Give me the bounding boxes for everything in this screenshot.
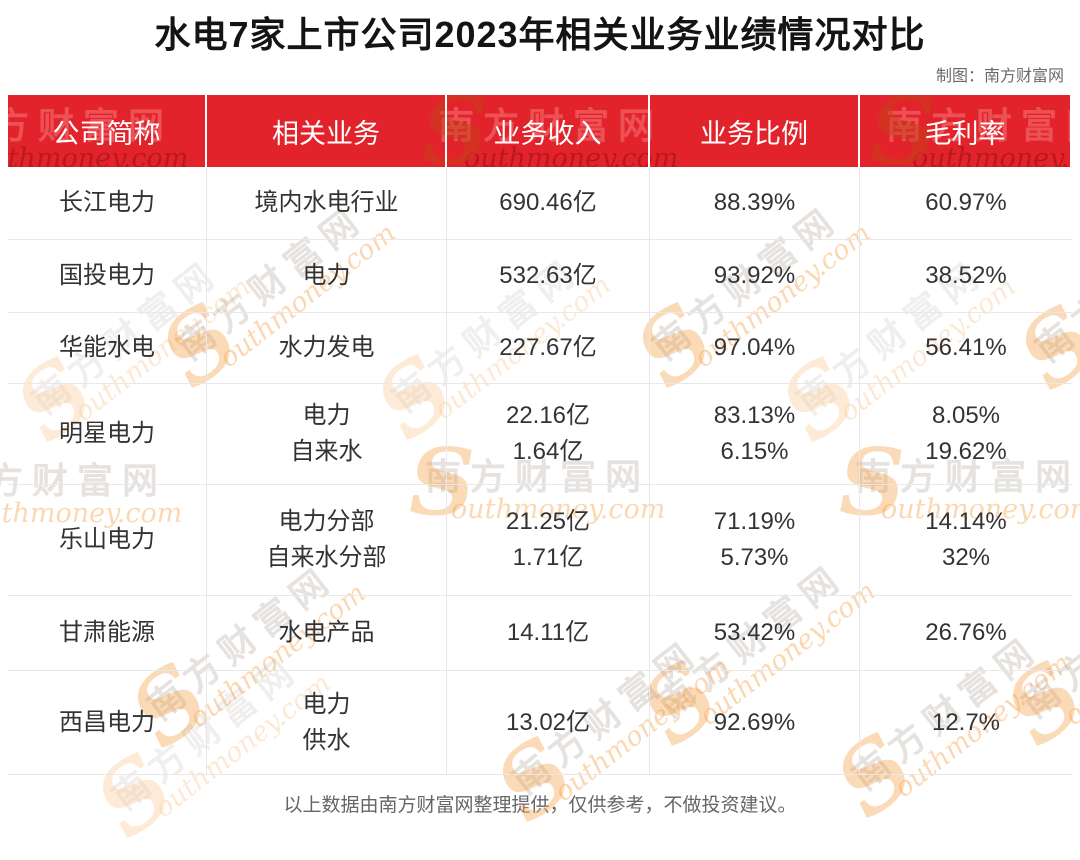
- cell-line: 71.19%: [713, 508, 796, 535]
- column-header-company: 公司简称: [8, 95, 207, 167]
- table-row-2: 国投电力 电力 532.63亿 93.92% 38.52%: [8, 240, 1072, 313]
- cell-line: 53.42%: [713, 619, 796, 646]
- column-header-margin: 毛利率: [860, 95, 1072, 167]
- column-header-ratio: 业务比例: [650, 95, 860, 167]
- cell-margin: 60.97%: [860, 167, 1072, 239]
- cell-revenue: 690.46亿: [447, 167, 650, 239]
- cell-line: 水电产品: [278, 619, 375, 646]
- cell-line: 乐山电力: [59, 526, 155, 553]
- table-row-3: 华能水电 水力发电 227.67亿 97.04% 56.41%: [8, 313, 1072, 384]
- page-title: 水电7家上市公司2023年相关业务业绩情况对比: [154, 14, 926, 55]
- cell-line: 97.04%: [713, 334, 796, 361]
- cell-revenue: 14.11亿: [447, 596, 650, 670]
- cell-revenue: 21.25亿 1.71亿: [447, 485, 650, 595]
- table-row-5: 乐山电力 电力分部自来水分部 21.25亿 1.71亿 71.19% 5.73% 14.14…: [8, 485, 1072, 596]
- cell-margin: 12.7%: [860, 671, 1072, 774]
- cell-line: 华能水电: [59, 334, 155, 361]
- cell-company: 明星电力: [8, 384, 207, 484]
- table-row-6: 甘肃能源 水电产品 14.11亿 53.42% 26.76%: [8, 596, 1072, 671]
- cell-line: 境内水电行业: [254, 189, 399, 216]
- cell-line: 690.46亿: [499, 189, 597, 216]
- cell-line: 6.15%: [720, 438, 789, 465]
- cell-line: 甘肃能源: [59, 619, 155, 646]
- cell-line: 明星电力: [59, 420, 155, 447]
- cell-line: 26.76%: [925, 619, 1007, 646]
- cell-line: 13.02亿: [505, 708, 591, 736]
- cell-margin: 26.76%: [860, 596, 1072, 670]
- credit-line: 制图：南方财富网: [935, 68, 1064, 85]
- cell-line: 供水: [302, 726, 351, 754]
- cell-business: 境内水电行业: [207, 167, 447, 239]
- cell-company: 长江电力: [8, 167, 207, 239]
- cell-line: 14.11亿: [506, 619, 590, 646]
- cell-line: 22.16亿: [505, 402, 591, 429]
- cell-line: 14.14%: [925, 508, 1007, 535]
- comparison-table: 公司简称相关业务业务收入业务比例毛利率S南方财富网outhmoney.comS南…: [8, 95, 1072, 775]
- cell-line: 自来水分部: [266, 544, 387, 571]
- cell-line: 电力分部: [278, 508, 375, 535]
- cell-business: 电力分部 自来水分部: [207, 485, 447, 595]
- cell-margin: 56.41%: [860, 313, 1072, 383]
- cell-line: 西昌电力: [59, 708, 155, 736]
- table-row-7: 西昌电力 电力供水 13.02亿 92.69% 12.7%: [8, 671, 1072, 775]
- cell-line: 长江电力: [59, 189, 155, 216]
- cell-line: 12.7%: [931, 708, 1001, 736]
- cell-margin: 14.14% 32%: [860, 485, 1072, 595]
- cell-line: 38.52%: [925, 262, 1007, 289]
- cell-line: 自来水: [290, 438, 363, 465]
- cell-line: 1.71亿: [512, 544, 584, 571]
- cell-line: 93.92%: [713, 262, 796, 289]
- cell-business: 水力发电: [207, 313, 447, 383]
- cell-line: 88.39%: [713, 189, 796, 216]
- cell-ratio: 92.69%: [650, 671, 860, 774]
- cell-line: 国投电力: [59, 262, 155, 289]
- column-header-revenue: 业务收入: [447, 95, 650, 167]
- cell-revenue: 532.63亿: [447, 240, 650, 312]
- cell-line: 32%: [941, 544, 991, 571]
- cell-revenue: 13.02亿: [447, 671, 650, 774]
- cell-business: 电力 供水: [207, 671, 447, 774]
- cell-line: 532.63亿: [499, 262, 597, 289]
- cell-company: 甘肃能源: [8, 596, 207, 670]
- cell-line: 电力: [302, 690, 351, 718]
- cell-line: 83.13%: [713, 402, 796, 429]
- cell-ratio: 53.42%: [650, 596, 860, 670]
- cell-company: 国投电力: [8, 240, 207, 312]
- cell-line: 19.62%: [925, 438, 1007, 465]
- watermark-en-text: outhmoney.com: [1071, 219, 1080, 376]
- cell-line: 电力: [302, 262, 351, 289]
- cell-line: 电力: [302, 402, 351, 429]
- cell-line: 60.97%: [925, 189, 1007, 216]
- table-body: 长江电力 境内水电行业 690.46亿 88.39% 60.97% 国投电力 电力 532.6…: [8, 167, 1072, 775]
- disclaimer-text: 以上数据由南方财富网整理提供，仅供参考，不做投资建议。: [283, 795, 797, 816]
- table-row-4: 明星电力 电力自来水 22.16亿 1.64亿 83.13% 6.15% 8.05% 19.6…: [8, 384, 1072, 485]
- cell-line: 56.41%: [925, 334, 1007, 361]
- column-header-business: 相关业务: [207, 95, 447, 167]
- cell-company: 乐山电力: [8, 485, 207, 595]
- table-row-1: 长江电力 境内水电行业 690.46亿 88.39% 60.97%: [8, 167, 1072, 240]
- cell-revenue: 22.16亿 1.64亿: [447, 384, 650, 484]
- cell-ratio: 71.19% 5.73%: [650, 485, 860, 595]
- cell-business: 电力 自来水: [207, 384, 447, 484]
- cell-business: 水电产品: [207, 596, 447, 670]
- cell-line: 21.25亿: [505, 508, 591, 535]
- cell-line: 5.73%: [720, 544, 789, 571]
- cell-ratio: 83.13% 6.15%: [650, 384, 860, 484]
- cell-ratio: 88.39%: [650, 167, 860, 239]
- cell-line: 227.67亿: [499, 334, 597, 361]
- cell-business: 电力: [207, 240, 447, 312]
- cell-margin: 38.52%: [860, 240, 1072, 312]
- cell-ratio: 93.92%: [650, 240, 860, 312]
- cell-line: 92.69%: [713, 708, 796, 736]
- cell-company: 华能水电: [8, 313, 207, 383]
- table-header-row: 公司简称相关业务业务收入业务比例毛利率S南方财富网outhmoney.comS南…: [8, 95, 1072, 167]
- cell-margin: 8.05% 19.62%: [860, 384, 1072, 484]
- cell-revenue: 227.67亿: [447, 313, 650, 383]
- cell-line: 1.64亿: [512, 438, 584, 465]
- cell-line: 8.05%: [931, 402, 1001, 429]
- cell-company: 西昌电力: [8, 671, 207, 774]
- cell-ratio: 97.04%: [650, 313, 860, 383]
- cell-line: 水力发电: [278, 334, 375, 361]
